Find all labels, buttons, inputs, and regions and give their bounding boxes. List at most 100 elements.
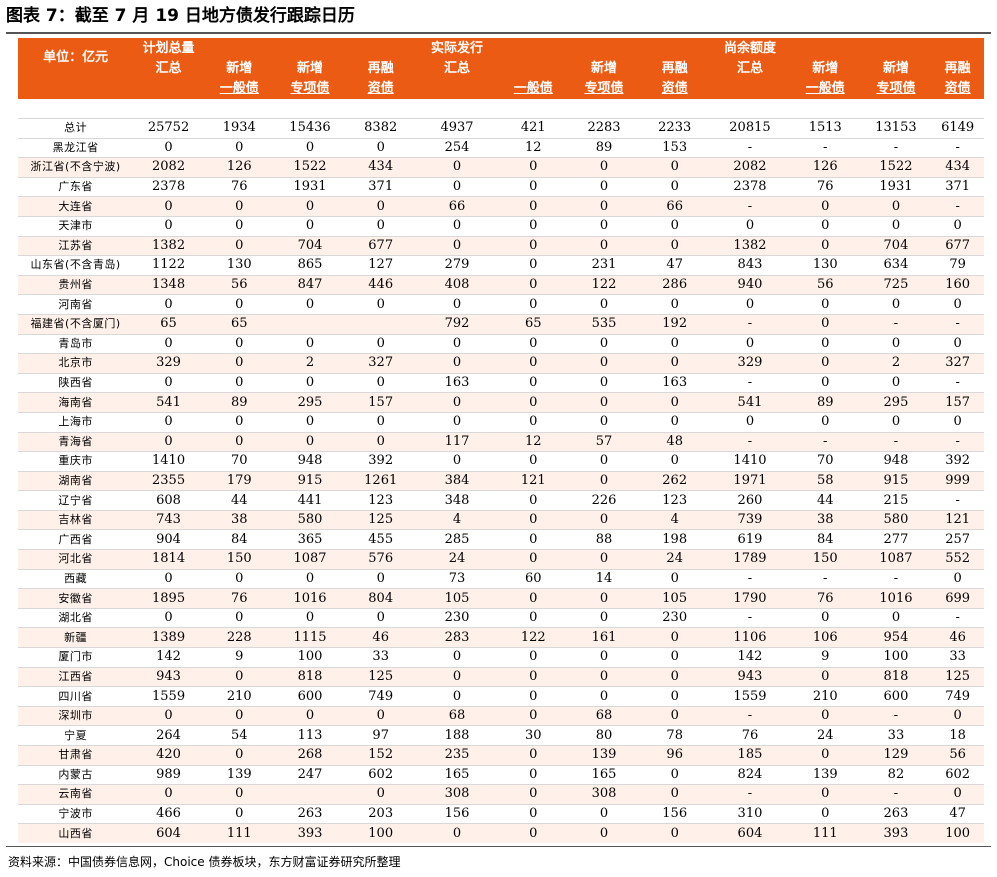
- table-cell: 1261: [345, 471, 417, 492]
- table-cell: 160: [931, 275, 984, 296]
- table-cell: 0: [416, 216, 498, 237]
- table-cell: 2355: [133, 471, 204, 492]
- table-cell: -: [860, 706, 932, 727]
- table-cell: 704: [860, 236, 932, 257]
- table-cell: 123: [639, 490, 711, 511]
- table-cell: -: [710, 138, 790, 159]
- table-cell: 743: [133, 510, 204, 531]
- table-cell: 434: [931, 157, 984, 178]
- table-cell: 0: [345, 138, 417, 159]
- table-cell: 66: [639, 196, 711, 217]
- table-cell: 699: [931, 588, 984, 609]
- table-cell: 4937: [416, 118, 498, 139]
- table-cell: 0: [497, 706, 569, 727]
- table-cell: [345, 314, 417, 335]
- table-row: 大连省 0 0 0 0 66 0 0 66-0 0-: [18, 196, 984, 217]
- table-cell: 33: [345, 647, 417, 668]
- table-cell: 0: [497, 510, 569, 531]
- table-cell: 0: [497, 647, 569, 668]
- table-cell: -: [860, 784, 932, 805]
- table-cell: -: [931, 314, 984, 335]
- table-cell: 0: [860, 196, 932, 217]
- table-cell: 0: [274, 412, 346, 433]
- table-cell: 100: [274, 647, 346, 668]
- table-cell: 0: [497, 236, 569, 257]
- table-cell: 0: [497, 784, 569, 805]
- table-cell: 156: [416, 804, 498, 825]
- table-cell: 0: [497, 823, 569, 843]
- table-cell: 818: [274, 667, 346, 688]
- row-region: 河北省: [18, 549, 134, 570]
- table-cell: 215: [860, 490, 932, 511]
- table-cell: 0: [789, 784, 861, 805]
- table-cell: 0: [497, 255, 569, 276]
- table-cell: 2: [274, 353, 346, 374]
- table-cell: 0: [497, 177, 569, 198]
- table-cell: 0: [133, 334, 204, 355]
- table-cell: 0: [203, 334, 275, 355]
- table-cell: 0: [860, 334, 932, 355]
- table-cell: 157: [931, 392, 984, 413]
- table-cell: 0: [416, 353, 498, 374]
- table-cell: 84: [203, 529, 275, 551]
- table-cell: 371: [345, 177, 417, 198]
- table-cell: -: [931, 490, 984, 511]
- table-cell: 446: [345, 275, 417, 296]
- figure-title: 图表 7：截至 7 月 19 日地方债发行跟踪日历: [6, 6, 355, 26]
- table-row: 厦门市 142 9 100 33 0 0 0 0 142 9 100 33: [18, 647, 984, 668]
- table-cell: 704: [274, 236, 346, 257]
- table-cell: 88: [568, 529, 640, 551]
- table-cell: 150: [203, 549, 275, 570]
- actual-special-header: 专项债: [568, 78, 640, 100]
- table-row: 重庆市 1410 70 948 392 0 0 0 0 1410 70 948 392: [18, 451, 984, 472]
- table-cell: 310: [710, 804, 790, 825]
- row-region: 贵州省: [18, 275, 134, 296]
- table-cell: 619: [710, 529, 790, 551]
- table-cell: -: [931, 373, 984, 394]
- table-cell: 262: [639, 471, 711, 492]
- table-cell: 0: [416, 236, 498, 257]
- table-cell: 0: [497, 216, 569, 237]
- table-cell: 125: [345, 510, 417, 531]
- row-region: 辽宁省: [18, 490, 134, 511]
- table-cell: 0: [931, 412, 984, 433]
- table-cell: 254: [416, 138, 498, 159]
- table-cell: 0: [568, 471, 640, 492]
- table-cell: 1789: [710, 549, 790, 570]
- table-cell: 156: [639, 804, 711, 825]
- row-region: 云南省: [18, 784, 134, 805]
- table-cell: 286: [639, 275, 711, 296]
- table-cell: 0: [568, 510, 640, 531]
- table-cell: 329: [133, 353, 204, 374]
- table-cell: 12: [497, 432, 569, 453]
- table-cell: 0: [497, 588, 569, 609]
- row-region: 大连省: [18, 196, 134, 217]
- table-cell: 163: [639, 373, 711, 394]
- table-cell: 0: [203, 216, 275, 237]
- table-cell: 15436: [274, 118, 346, 139]
- table-cell: 0: [789, 294, 861, 315]
- table-cell: 1931: [860, 177, 932, 198]
- table-cell: 0: [931, 334, 984, 355]
- table-cell: 152: [345, 745, 417, 766]
- table-cell: 329: [710, 353, 790, 374]
- table-cell: 392: [931, 451, 984, 472]
- table-row: 新疆 1389 228 1115 46 283 122 161 0 1106 106 954 46: [18, 627, 984, 649]
- table-cell: 1895: [133, 588, 204, 609]
- table-cell: 455: [345, 529, 417, 551]
- table-row: 江西省 943 0 818 125 0 0 0 0 943 0 818 125: [18, 667, 984, 688]
- table-cell: 48: [639, 432, 711, 453]
- table-cell: 2378: [710, 177, 790, 198]
- table-cell: 46: [931, 627, 984, 649]
- table-cell: 0: [416, 667, 498, 688]
- table-cell: 73: [416, 569, 498, 590]
- table-cell: 0: [416, 392, 498, 413]
- table-cell: 0: [133, 432, 204, 453]
- table-cell: -: [860, 138, 932, 159]
- table-cell: 1559: [133, 686, 204, 707]
- plan-sum-header: 汇总: [133, 59, 204, 78]
- table-row: 西藏 0 0 0 0 73 60 14 0- - -0: [18, 569, 984, 590]
- table-cell: -: [710, 373, 790, 394]
- row-region: 甘肃省: [18, 745, 134, 766]
- table-row: 宁夏 264 54 113 97 188 30 80 78 76 24 33 18: [18, 725, 984, 746]
